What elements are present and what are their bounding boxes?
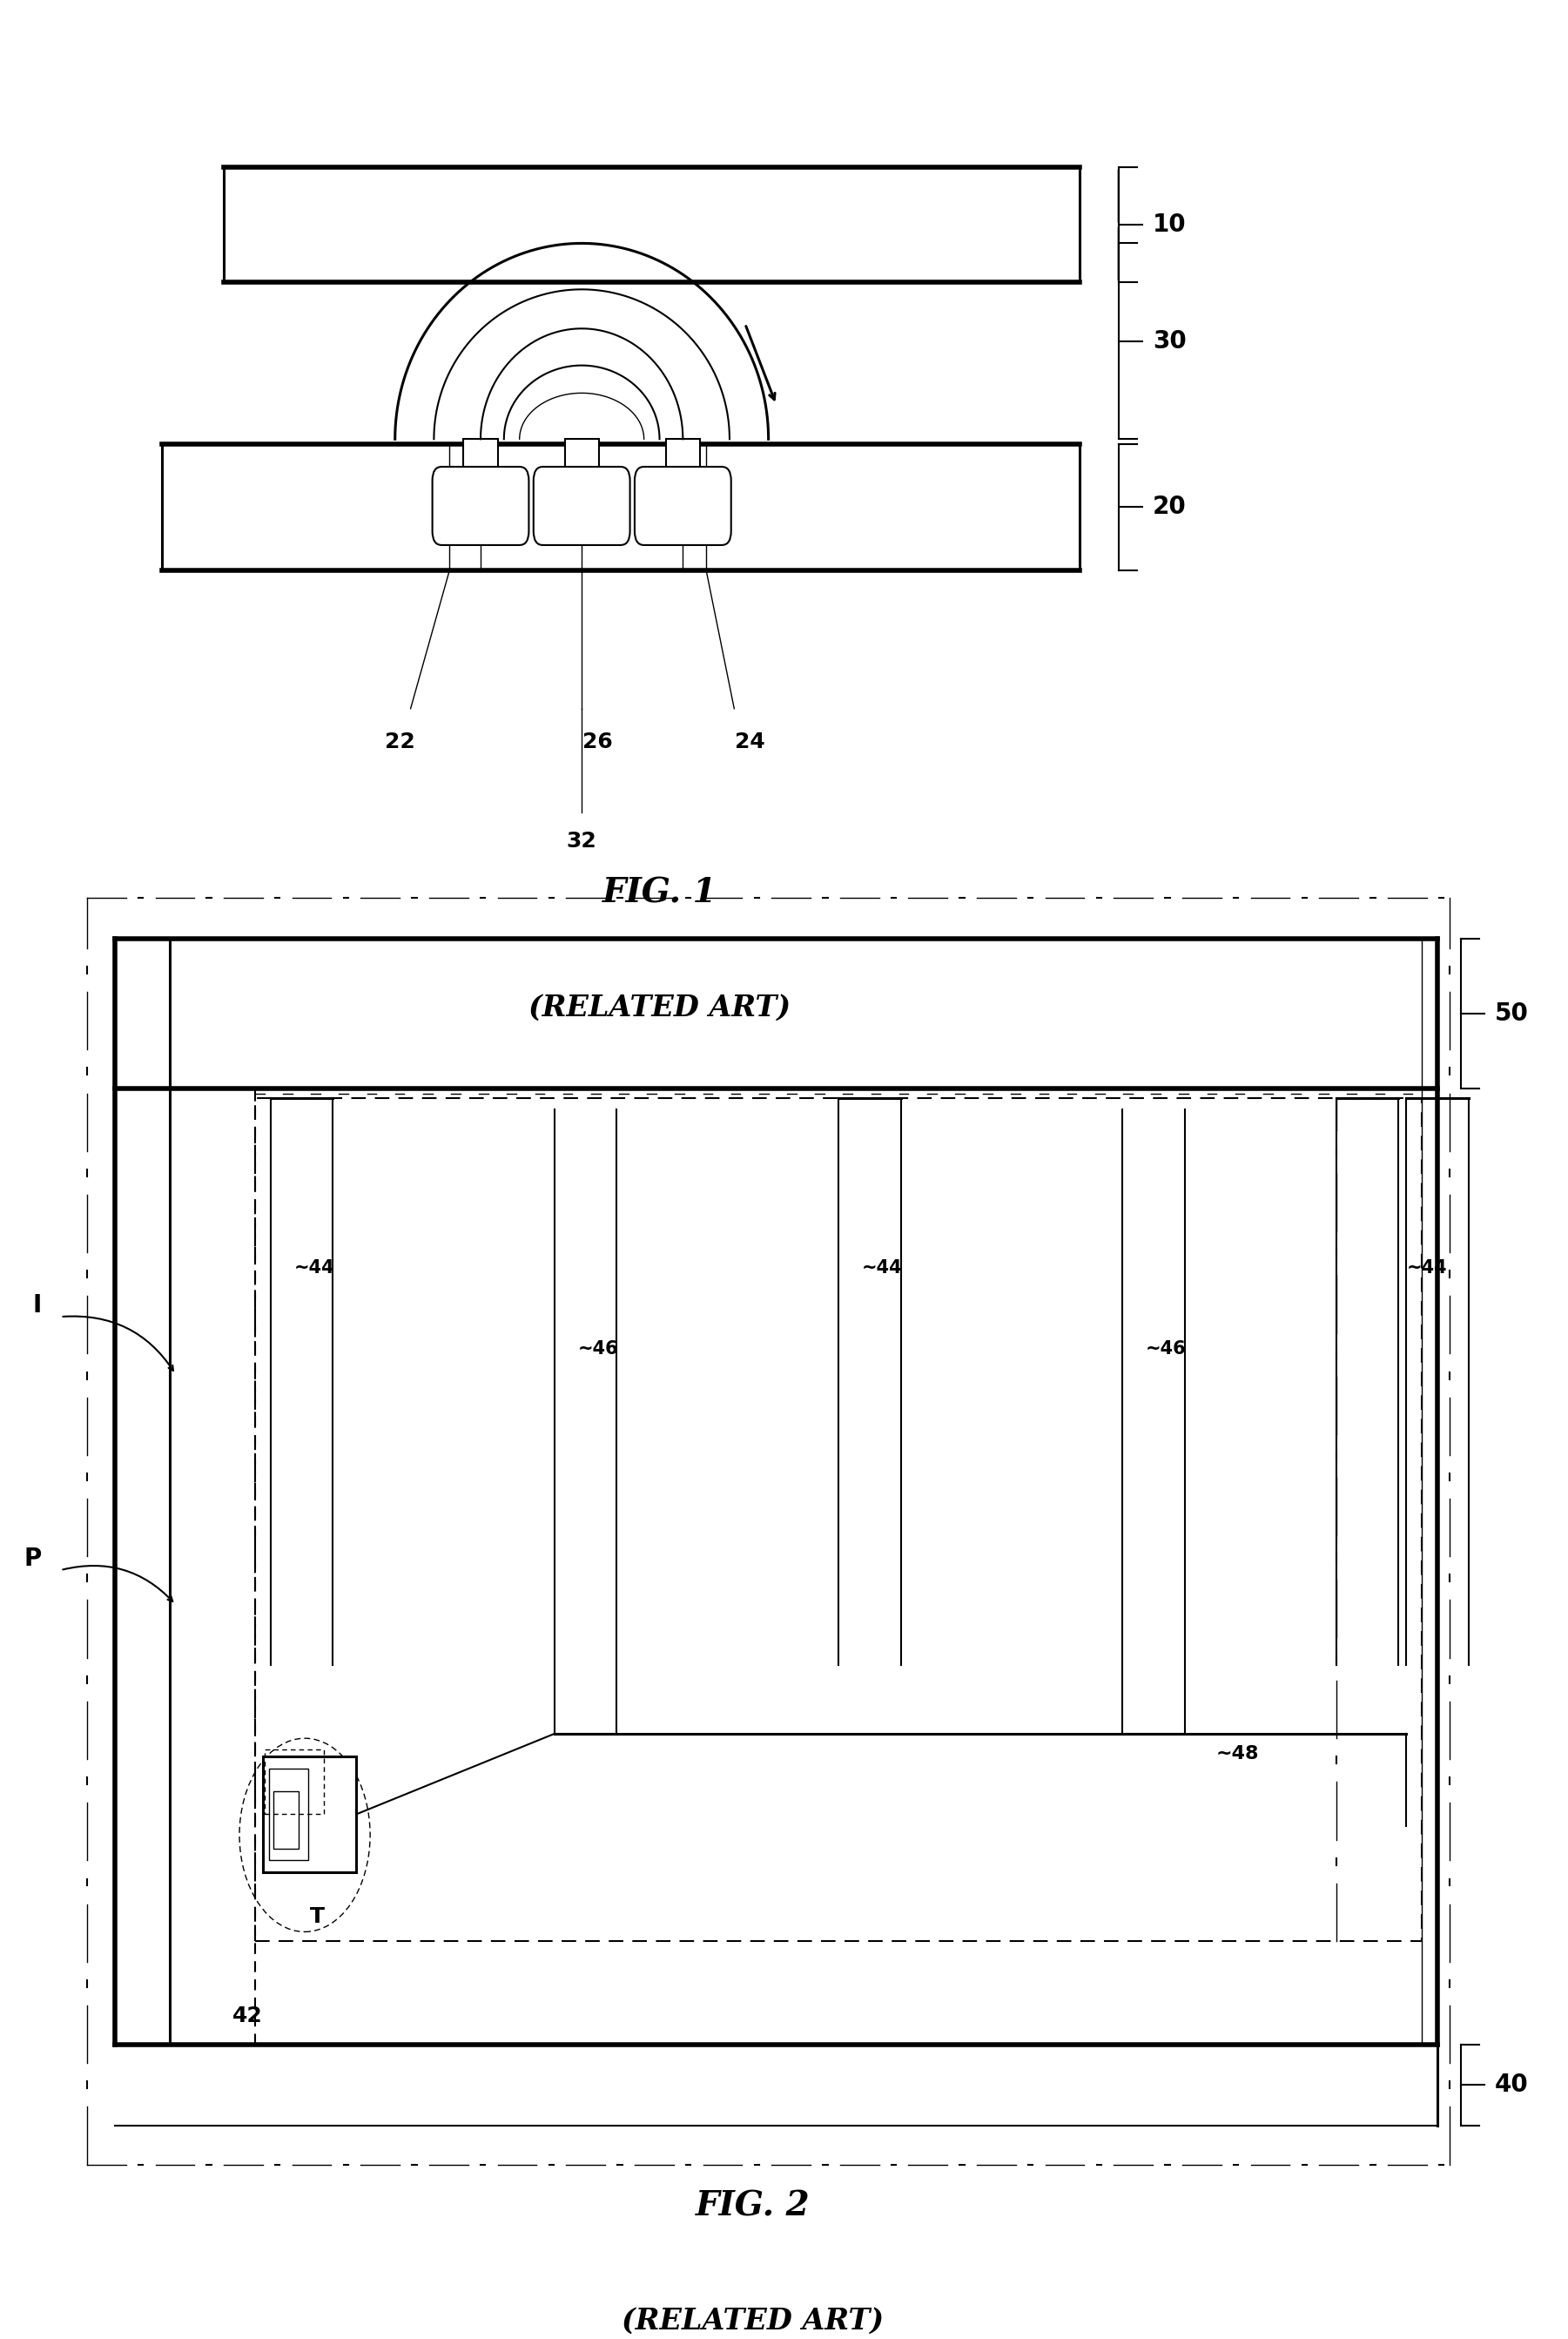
Text: 24: 24 (735, 732, 765, 753)
Text: P: P (24, 1546, 42, 1572)
Text: 42: 42 (232, 2005, 262, 2026)
Text: FIG. 2: FIG. 2 (696, 2189, 811, 2222)
Bar (666, 440, 699, 479)
Text: ~44: ~44 (862, 1258, 903, 1277)
Text: 30: 30 (1152, 330, 1187, 353)
FancyBboxPatch shape (533, 468, 630, 545)
Bar (263, 1757, 356, 1871)
Bar (265, 1750, 323, 1815)
Text: (RELATED ART): (RELATED ART) (622, 2306, 884, 2334)
Bar (256, 1097, 1422, 1941)
Bar (274, 1792, 298, 1848)
Text: 10: 10 (1152, 213, 1187, 236)
Text: ~48: ~48 (1215, 1745, 1259, 1764)
Text: 32: 32 (566, 830, 597, 851)
Text: (RELATED ART): (RELATED ART) (528, 994, 790, 1022)
Text: ~46: ~46 (1146, 1340, 1187, 1357)
Text: T: T (310, 1906, 325, 1927)
Text: 40: 40 (1494, 2072, 1529, 2098)
Bar (564, 440, 599, 479)
Text: I: I (33, 1293, 42, 1317)
Text: FIG. 1: FIG. 1 (602, 877, 717, 910)
Bar (224, 168, 1080, 283)
Bar (270, 1768, 307, 1860)
FancyBboxPatch shape (433, 468, 528, 545)
Text: ~44: ~44 (293, 1258, 334, 1277)
Text: 22: 22 (384, 732, 416, 753)
Text: 26: 26 (582, 732, 613, 753)
FancyBboxPatch shape (635, 468, 731, 545)
Text: 20: 20 (1152, 496, 1187, 519)
Bar (464, 440, 497, 479)
Bar (162, 444, 1080, 571)
Text: ~44: ~44 (1406, 1258, 1447, 1277)
Text: ~46: ~46 (579, 1340, 618, 1357)
Text: 50: 50 (1494, 1001, 1529, 1027)
